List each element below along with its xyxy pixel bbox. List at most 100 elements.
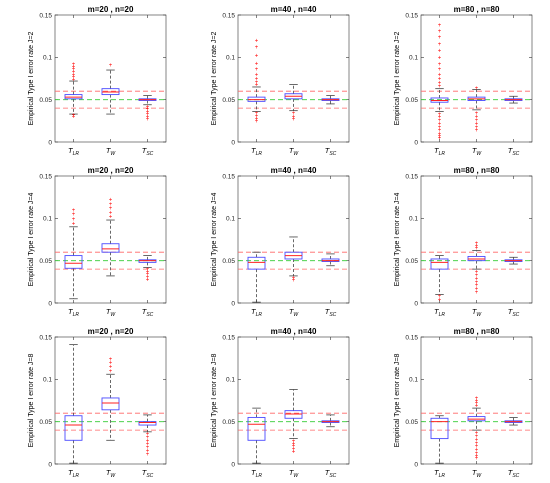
box-T_SC: +++++++ [138, 414, 157, 458]
box-T_LR: +++++++++++++ [247, 38, 266, 125]
y-tick-label: 0.15 [39, 173, 52, 180]
outlier-point: + [475, 404, 479, 410]
outlier-point: + [109, 63, 113, 69]
outlier-point: + [438, 125, 442, 131]
outlier-point: + [109, 215, 113, 221]
x-tick-label: TLR [251, 307, 262, 318]
iqr-box [64, 415, 83, 441]
y-tick-label: 0.05 [405, 97, 418, 104]
outlier-point: + [109, 206, 113, 212]
outlier-point: + [146, 107, 150, 113]
outlier-point: + [72, 217, 76, 223]
outlier-point: + [475, 128, 479, 134]
panel-9: 0 0.05 0.1 0.15 TLR TW TSC +++++++++++++ m=80 , … [394, 327, 533, 479]
outlier-point: + [72, 113, 76, 119]
outlier-point: + [475, 86, 479, 92]
y-tick-label: 0.05 [222, 97, 235, 104]
outlier-point: + [475, 243, 479, 249]
outlier-point: + [72, 72, 76, 78]
box-T_W: +++++ [101, 198, 120, 277]
box-T_W: +++++ [284, 389, 303, 455]
outlier-point: + [146, 267, 150, 273]
outlier-point: + [438, 134, 442, 140]
y-axis-label: Empirical Type I error rate J=2 [394, 31, 401, 125]
outlier-point: + [475, 273, 479, 279]
outlier-point: + [438, 115, 442, 121]
iqr-box [430, 417, 449, 440]
iqr-box [430, 258, 449, 270]
y-axis-label: Empirical Type I error rate J=8 [394, 353, 401, 447]
iqr-box [101, 243, 120, 253]
y-axis-label: Empirical Type I error rate J=4 [28, 192, 35, 286]
box-T_SC [321, 414, 340, 428]
panel-title: m=80 , n=80 [454, 5, 500, 14]
outlier-point: + [292, 117, 296, 123]
outlier-point: + [438, 136, 442, 142]
outlier-point: + [438, 121, 442, 127]
outlier-point: + [438, 42, 442, 48]
outlier-point: + [438, 23, 442, 29]
y-tick-label: 0.15 [222, 12, 235, 19]
box-T_SC [321, 95, 340, 105]
box-T_SC [504, 417, 523, 426]
y-axis-label: Empirical Type I error rate J=4 [394, 192, 401, 286]
iqr-box [138, 421, 157, 426]
outlier-point: + [109, 360, 113, 366]
outlier-point: + [475, 437, 479, 443]
outlier-point: + [72, 212, 76, 218]
x-tick-label: TW [472, 307, 483, 318]
outlier-point: + [146, 112, 150, 118]
outlier-point: + [146, 104, 150, 110]
outlier-point: + [475, 115, 479, 121]
x-tick-label: TLR [434, 146, 445, 157]
outlier-point: + [292, 442, 296, 448]
y-tick-label: 0 [414, 461, 418, 468]
outlier-point: + [255, 67, 259, 73]
box-T_LR: +++++++++++++++++++++ [430, 23, 449, 142]
x-tick-label: TLR [434, 307, 445, 318]
x-tick-label: TLR [68, 307, 79, 318]
outlier-point: + [475, 399, 479, 405]
y-tick-label: 0 [231, 300, 235, 307]
panel-title: m=40 , n=40 [271, 327, 317, 336]
outlier-point: + [438, 77, 442, 83]
y-tick-label: 0.15 [405, 173, 418, 180]
outlier-point: + [72, 65, 76, 71]
outlier-point: + [109, 369, 113, 375]
outlier-point: + [438, 35, 442, 41]
outlier-point: + [292, 439, 296, 445]
outlier-point: + [438, 128, 442, 134]
y-tick-label: 0 [414, 139, 418, 146]
y-tick-label: 0.05 [405, 419, 418, 426]
outlier-point: + [146, 110, 150, 116]
panel-title: m=20 , n=20 [88, 327, 134, 336]
outlier-point: + [292, 111, 296, 117]
y-tick-label: 0 [48, 139, 52, 146]
y-tick-label: 0.05 [39, 419, 52, 426]
x-tick-label: TLR [68, 146, 79, 157]
y-tick-label: 0 [414, 300, 418, 307]
outlier-point: + [146, 432, 150, 438]
outlier-point: + [146, 438, 150, 444]
outlier-point: + [146, 452, 150, 458]
iqr-box [64, 255, 83, 269]
outlier-point: + [255, 111, 259, 117]
x-tick-label: TSC [508, 146, 520, 157]
outlier-point: + [438, 72, 442, 78]
outlier-point: + [438, 81, 442, 87]
x-tick-label: TSC [142, 146, 154, 157]
box-T_LR: +++++++++ [64, 62, 83, 121]
outlier-point: + [255, 82, 259, 88]
y-tick-label: 0.15 [222, 334, 235, 341]
outlier-point: + [438, 112, 442, 118]
plot-frame [420, 14, 533, 143]
outlier-point: + [292, 276, 296, 282]
box-T_SC: ++++++ [138, 95, 157, 123]
outlier-point: + [255, 119, 259, 125]
x-tick-label: TSC [508, 468, 520, 479]
x-tick-label: TLR [434, 468, 445, 479]
y-tick-label: 0.1 [409, 55, 418, 62]
y-tick-label: 0 [48, 300, 52, 307]
